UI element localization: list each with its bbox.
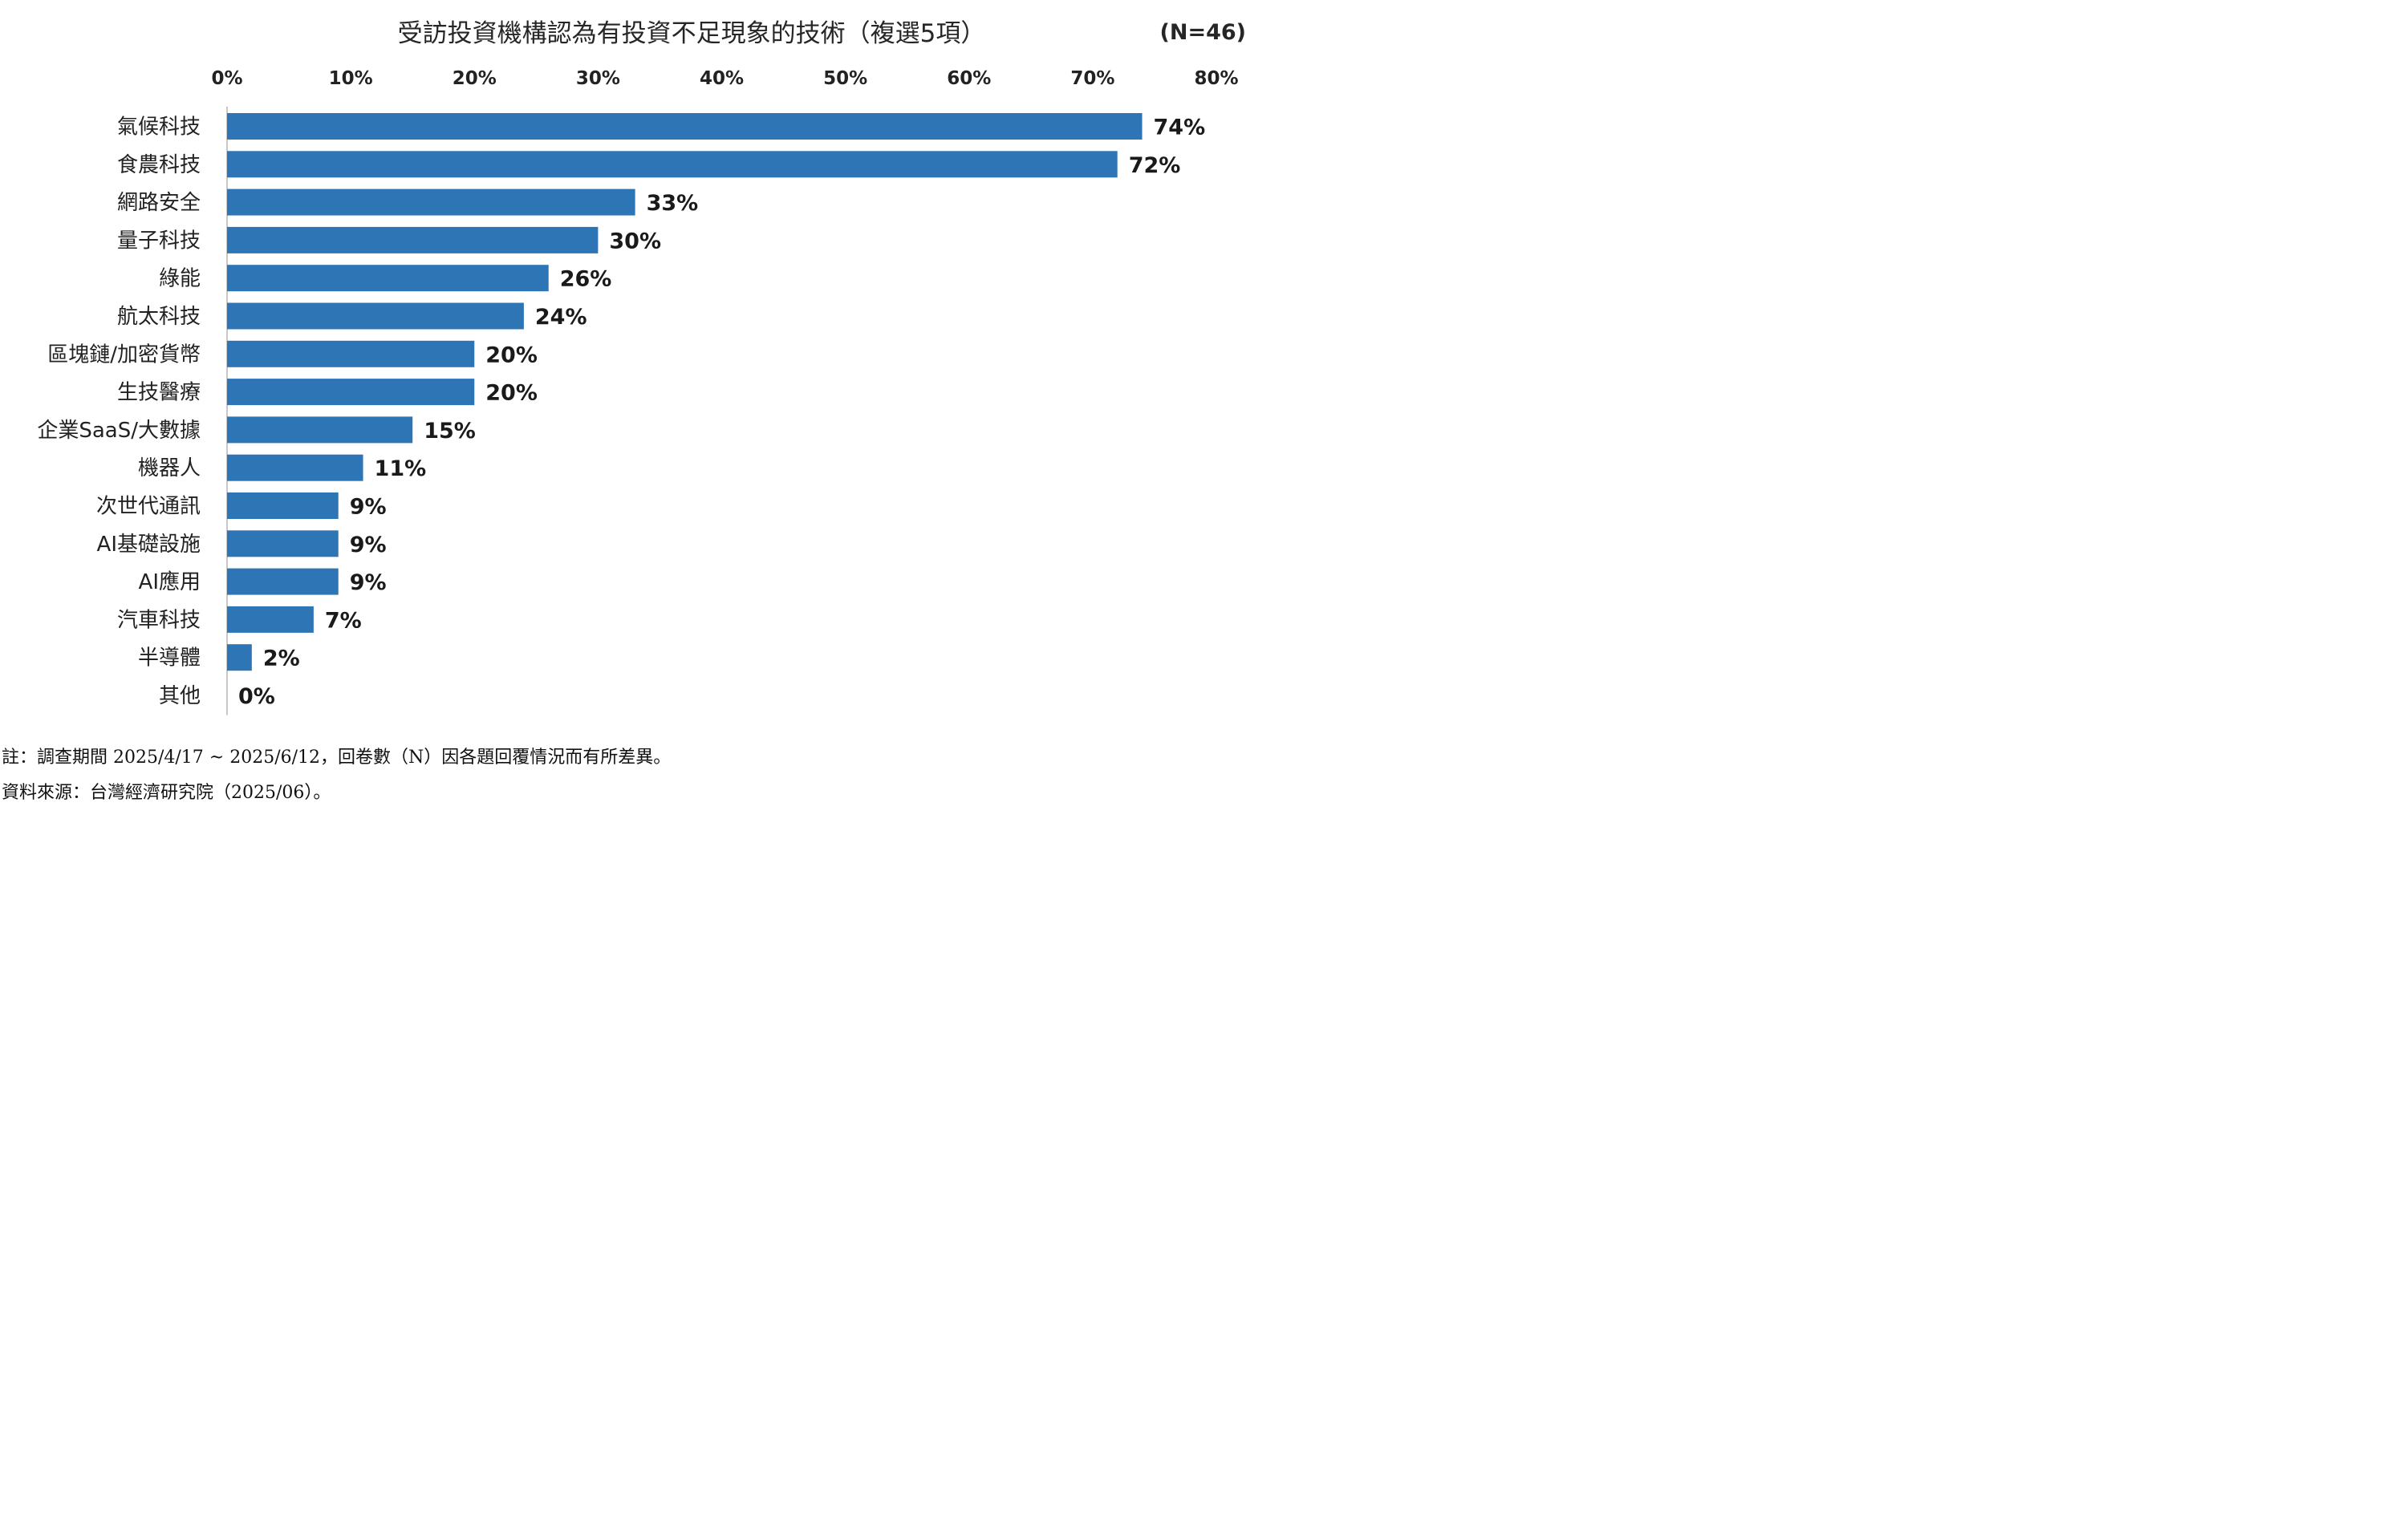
x-axis-ticks: 0% 10% 20% 30% 40% 50% 60% 70% 80% — [211, 68, 1238, 89]
x-tick-label: 10% — [329, 68, 373, 89]
category-label: 航太科技 — [117, 305, 201, 329]
category-label: 企業SaaS/大數據 — [37, 419, 201, 443]
category-labels: 氣候科技食農科技網路安全量子科技綠能航太科技區塊鏈/加密貨幣生技醫療企業SaaS… — [37, 116, 201, 709]
category-label: AI應用 — [139, 570, 201, 594]
x-tick-label: 40% — [700, 68, 744, 89]
category-label: 綠能 — [159, 267, 201, 291]
value-label: 7% — [325, 608, 362, 633]
value-label: 9% — [350, 495, 387, 520]
category-label: 氣候科技 — [117, 116, 201, 140]
bar — [227, 113, 1143, 140]
bar-chart: 受訪投資機構認為有投資不足現象的技術（複選5項） (N=46) 0% 10% 20%… — [37, 19, 1246, 715]
x-tick-label: 60% — [947, 68, 991, 89]
value-label: 24% — [535, 305, 587, 330]
category-label: 網路安全 — [117, 191, 201, 215]
survey-note: 註：調查期間 2025/4/17 ~ 2025/6/12，回卷數（N）因各題回覆… — [2, 748, 672, 768]
category-label: 其他 — [159, 684, 201, 708]
x-tick-label: 50% — [823, 68, 867, 89]
bar — [227, 188, 635, 216]
value-label: 15% — [424, 419, 476, 444]
value-label: 20% — [485, 342, 538, 367]
category-label: 機器人 — [138, 456, 201, 480]
x-tick-label: 70% — [1070, 68, 1114, 89]
bar — [227, 454, 363, 481]
x-tick-label: 0% — [211, 68, 242, 89]
bar — [227, 416, 413, 444]
value-label: 20% — [485, 381, 538, 406]
bar — [227, 340, 475, 367]
bar — [227, 644, 252, 671]
value-label: 2% — [263, 646, 300, 671]
bar — [227, 606, 314, 633]
bars — [227, 113, 1143, 671]
value-label: 0% — [238, 684, 275, 709]
value-label: 26% — [560, 267, 612, 292]
value-label: 9% — [350, 533, 387, 557]
chart-title: 受訪投資機構認為有投資不足現象的技術（複選5項） — [398, 19, 986, 48]
category-label: 次世代通訊 — [96, 495, 201, 519]
bar — [227, 568, 339, 595]
bar — [227, 151, 1118, 178]
category-label: 汽車科技 — [117, 608, 201, 632]
value-label: 74% — [1154, 116, 1206, 140]
value-label: 72% — [1129, 153, 1181, 178]
value-label: 9% — [350, 570, 387, 595]
category-label: 半導體 — [138, 646, 201, 671]
bar — [227, 379, 475, 406]
bar — [227, 302, 524, 330]
bar — [227, 226, 599, 253]
category-label: 生技醫療 — [117, 381, 201, 405]
x-tick-label: 80% — [1194, 68, 1238, 89]
x-tick-label: 30% — [576, 68, 620, 89]
category-label: 食農科技 — [117, 153, 201, 177]
value-label: 33% — [647, 191, 699, 216]
source-note: 資料來源：台灣經濟研究院（2025/06）。 — [2, 783, 331, 803]
category-label: 量子科技 — [117, 229, 201, 253]
bar — [227, 265, 549, 292]
value-label: 30% — [609, 229, 661, 253]
value-label: 11% — [375, 456, 427, 481]
sample-size-label: (N=46) — [1160, 20, 1246, 45]
bar — [227, 492, 339, 519]
category-label: AI基礎設施 — [97, 533, 201, 557]
x-tick-label: 20% — [453, 68, 497, 89]
bar — [227, 530, 339, 557]
category-label: 區塊鏈/加密貨幣 — [47, 342, 201, 367]
value-labels: 74% 72% 33% 30% 26% 24% 20% 20% 15% 11% 9% 9% 9% 7% 2%… — [238, 116, 1205, 710]
